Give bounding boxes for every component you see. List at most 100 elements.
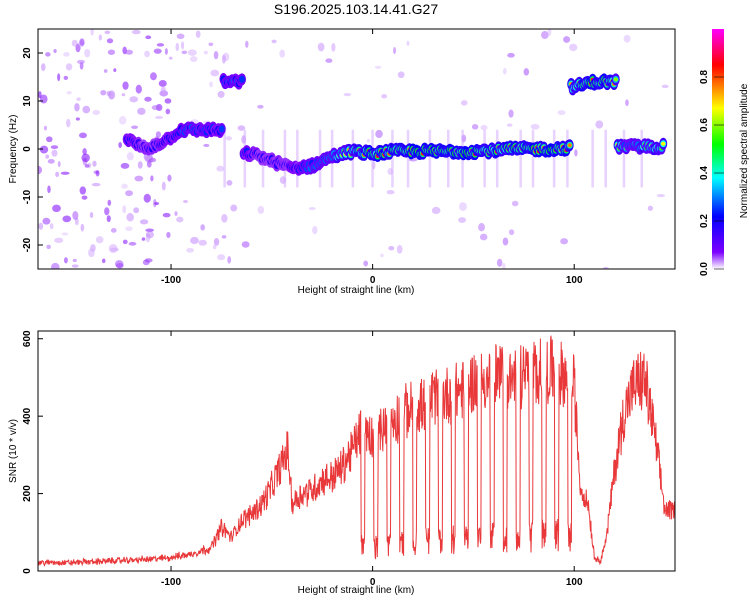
colorbar-tick-label: 0.4 (699, 166, 710, 180)
noise-speckle (623, 34, 631, 43)
noise-speckle (75, 117, 80, 121)
noise-speckle (95, 170, 100, 177)
noise-speckle (479, 233, 488, 241)
noise-speckle (102, 258, 106, 264)
noise-speckle (126, 152, 134, 161)
noise-speckle (366, 138, 370, 143)
snr-panel: -100 0 100 0 200 400 600 Height of straight l… (8, 330, 676, 596)
spectrogram-y-tick-label: -10 (22, 189, 33, 204)
noise-speckle (208, 42, 214, 47)
noise-speckle (71, 264, 79, 268)
noise-speckle (118, 142, 123, 149)
noise-speckle (530, 123, 540, 130)
noise-speckle (61, 232, 69, 236)
noise-speckle (121, 93, 126, 97)
noise-speckle (174, 211, 178, 216)
noise-streak (591, 129, 594, 188)
noise-speckle (460, 100, 468, 106)
noise-speckle (107, 49, 116, 55)
noise-speckle (57, 160, 61, 168)
noise-speckle (45, 154, 50, 159)
noise-speckle (312, 226, 318, 235)
noise-speckle (226, 180, 233, 186)
noise-speckle (81, 153, 90, 163)
noise-speckle (221, 213, 228, 223)
noise-speckle (175, 42, 180, 52)
noise-speckle (149, 157, 157, 163)
colorbar-tick-label: 0.0 (699, 262, 710, 276)
noise-speckle (84, 164, 90, 168)
noise-speckle (72, 211, 79, 220)
noise-speckle (51, 149, 58, 157)
noise-speckle (79, 132, 87, 139)
snr-frame (37, 330, 676, 572)
noise-speckle (121, 183, 128, 189)
snr-x-tick-label: 100 (566, 577, 583, 588)
noise-speckle (106, 215, 111, 223)
noise-speckle (511, 200, 519, 207)
noise-streak (483, 129, 486, 188)
noise-speckle (153, 48, 162, 54)
noise-speckle (221, 235, 227, 239)
noise-speckle (480, 124, 488, 131)
noise-speckle (104, 30, 111, 35)
noise-speckle (150, 175, 154, 182)
noise-speckle (176, 216, 184, 223)
noise-speckle (158, 80, 167, 87)
noise-streak (552, 129, 556, 188)
noise-speckle (380, 253, 384, 258)
noise-speckle (57, 73, 61, 82)
noise-speckle (602, 266, 609, 269)
noise-speckle (104, 207, 110, 216)
noise-speckle (131, 125, 139, 130)
noise-speckle (574, 149, 578, 157)
noise-speckle (508, 109, 514, 118)
noise-speckle (107, 199, 112, 206)
noise-speckle (40, 63, 46, 71)
noise-speckle (91, 182, 101, 187)
noise-speckle (122, 239, 128, 245)
snr-y-tick-label: 0 (22, 568, 33, 574)
noise-speckle (203, 50, 208, 55)
spectrogram-x-tick-label: -100 (161, 275, 181, 286)
noise-speckle (502, 67, 507, 75)
spectrogram-y-tick-label: -20 (22, 237, 33, 252)
noise-speckle (241, 241, 250, 248)
noise-speckle (113, 68, 117, 73)
noise-speckle (647, 205, 654, 211)
noise-speckle (47, 158, 55, 164)
noise-speckle (209, 81, 213, 88)
noise-speckle (110, 228, 117, 233)
spectrogram-y-tick-label: 10 (22, 95, 33, 107)
noise-speckle (126, 213, 134, 222)
colorbar-tick-label: 0.2 (699, 214, 710, 228)
noise-speckle (396, 244, 403, 254)
noise-speckle (397, 71, 405, 79)
noise-speckle (230, 204, 238, 212)
noise-speckle (125, 226, 133, 232)
noise-speckle (52, 204, 61, 213)
noise-streak (566, 129, 569, 188)
noise-streak (495, 129, 499, 188)
noise-speckle (374, 65, 382, 69)
noise-speckle (142, 259, 150, 266)
noise-speckle (161, 181, 166, 191)
noise-streak (428, 129, 432, 188)
spectrogram-y-tick-label: 0 (22, 146, 33, 152)
noise-speckle (386, 189, 395, 195)
noise-speckle (164, 98, 172, 104)
noise-speckle (133, 207, 140, 214)
noise-speckle (458, 217, 467, 223)
noise-speckle (167, 174, 172, 182)
noise-speckle (557, 109, 566, 116)
noise-speckle (50, 145, 59, 150)
snr-series-line (38, 335, 675, 567)
noise-speckle (92, 109, 101, 115)
noise-speckle (151, 104, 161, 111)
snr-y-axis-label: SNR (10 * v/v) (8, 419, 19, 483)
noise-speckle (478, 223, 485, 232)
noise-speckle (155, 115, 164, 120)
noise-speckle (122, 205, 127, 214)
noise-speckle (146, 160, 152, 168)
noise-speckle (46, 244, 51, 250)
